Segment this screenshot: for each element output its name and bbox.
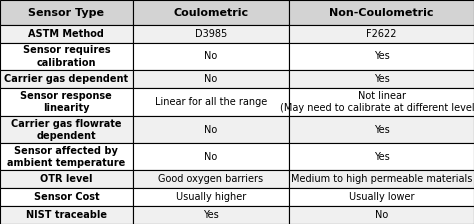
Text: No: No	[204, 152, 218, 162]
Text: Yes: Yes	[203, 210, 219, 220]
Text: Sensor response
linearity: Sensor response linearity	[20, 91, 112, 113]
Text: Usually higher: Usually higher	[176, 192, 246, 202]
FancyBboxPatch shape	[0, 25, 133, 43]
FancyBboxPatch shape	[133, 88, 289, 116]
FancyBboxPatch shape	[289, 116, 474, 143]
Text: Sensor affected by
ambient temperature: Sensor affected by ambient temperature	[7, 146, 126, 168]
FancyBboxPatch shape	[0, 170, 133, 188]
Text: ASTM Method: ASTM Method	[28, 29, 104, 39]
FancyBboxPatch shape	[289, 0, 474, 25]
FancyBboxPatch shape	[133, 70, 289, 88]
FancyBboxPatch shape	[133, 25, 289, 43]
FancyBboxPatch shape	[0, 143, 133, 170]
Text: Not linear
(May need to calibrate at different levels): Not linear (May need to calibrate at dif…	[280, 91, 474, 113]
FancyBboxPatch shape	[289, 188, 474, 206]
Text: D3985: D3985	[195, 29, 227, 39]
FancyBboxPatch shape	[133, 206, 289, 224]
Text: Sensor requires
calibration: Sensor requires calibration	[23, 45, 110, 68]
FancyBboxPatch shape	[289, 206, 474, 224]
FancyBboxPatch shape	[0, 188, 133, 206]
FancyBboxPatch shape	[289, 143, 474, 170]
FancyBboxPatch shape	[289, 43, 474, 70]
FancyBboxPatch shape	[0, 70, 133, 88]
Text: No: No	[204, 125, 218, 135]
FancyBboxPatch shape	[0, 206, 133, 224]
FancyBboxPatch shape	[133, 188, 289, 206]
Text: Linear for all the range: Linear for all the range	[155, 97, 267, 107]
Text: Carrier gas flowrate
dependent: Carrier gas flowrate dependent	[11, 119, 122, 141]
FancyBboxPatch shape	[289, 170, 474, 188]
Text: Carrier gas dependent: Carrier gas dependent	[4, 74, 128, 84]
FancyBboxPatch shape	[133, 0, 289, 25]
FancyBboxPatch shape	[0, 116, 133, 143]
Text: Yes: Yes	[374, 52, 390, 61]
Text: No: No	[375, 210, 388, 220]
Text: Sensor Cost: Sensor Cost	[34, 192, 99, 202]
Text: Yes: Yes	[374, 74, 390, 84]
FancyBboxPatch shape	[289, 70, 474, 88]
Text: Good oxygen barriers: Good oxygen barriers	[158, 174, 264, 184]
FancyBboxPatch shape	[289, 25, 474, 43]
Text: Sensor Type: Sensor Type	[28, 8, 104, 17]
Text: Yes: Yes	[374, 125, 390, 135]
FancyBboxPatch shape	[133, 170, 289, 188]
FancyBboxPatch shape	[0, 88, 133, 116]
FancyBboxPatch shape	[289, 88, 474, 116]
Text: NIST traceable: NIST traceable	[26, 210, 107, 220]
Text: OTR level: OTR level	[40, 174, 92, 184]
FancyBboxPatch shape	[0, 43, 133, 70]
Text: Non-Coulometric: Non-Coulometric	[329, 8, 434, 17]
Text: Coulometric: Coulometric	[173, 8, 248, 17]
FancyBboxPatch shape	[133, 116, 289, 143]
FancyBboxPatch shape	[0, 0, 133, 25]
FancyBboxPatch shape	[133, 43, 289, 70]
Text: Yes: Yes	[374, 152, 390, 162]
Text: Usually lower: Usually lower	[349, 192, 414, 202]
Text: No: No	[204, 52, 218, 61]
Text: F2622: F2622	[366, 29, 397, 39]
FancyBboxPatch shape	[133, 143, 289, 170]
Text: No: No	[204, 74, 218, 84]
Text: Medium to high permeable materials: Medium to high permeable materials	[291, 174, 472, 184]
